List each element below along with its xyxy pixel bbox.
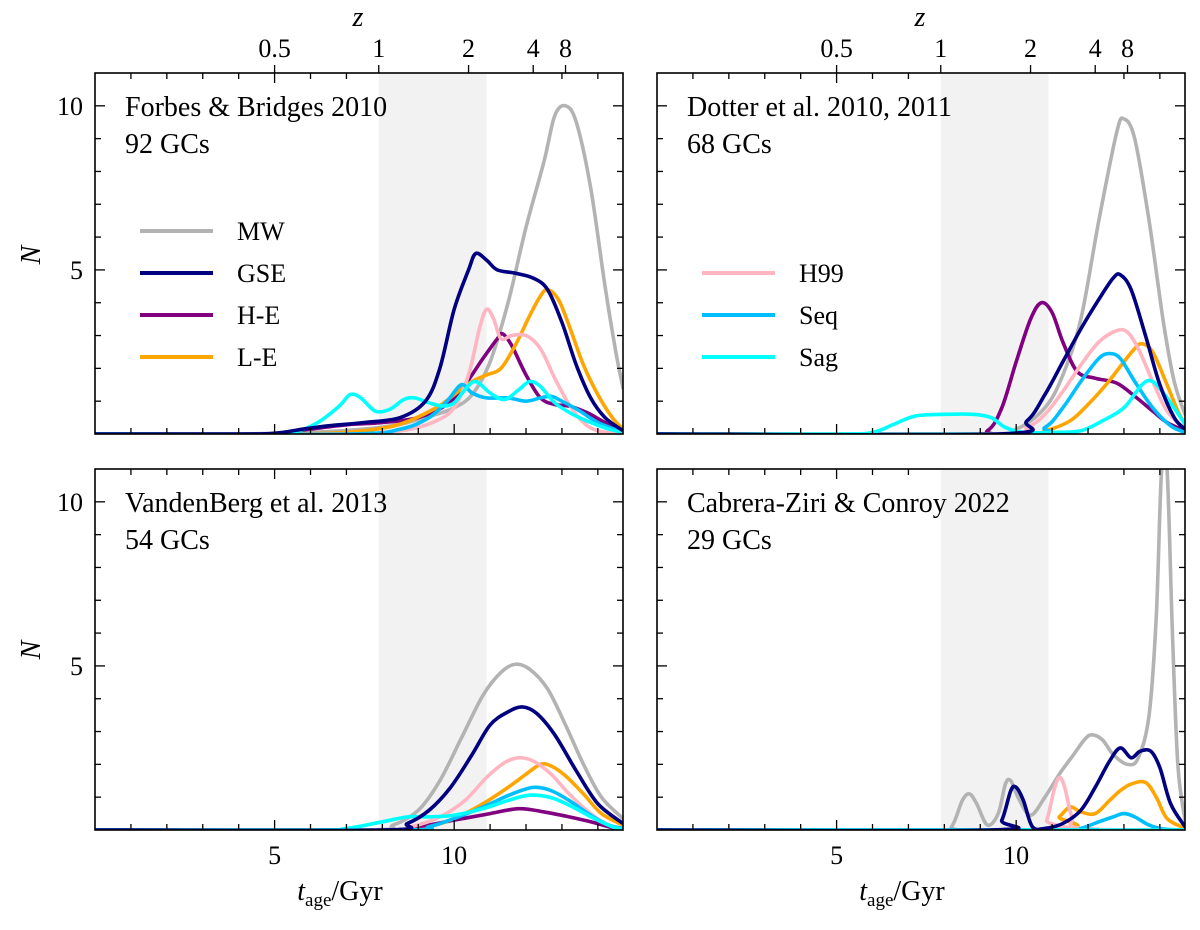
- panel-subtitle: 54 GCs: [125, 525, 210, 556]
- panel-1: 5 10 0.5 1 2 4 8 Forbes & Bridges 2010 92 GCs MW G…: [57, 34, 624, 435]
- curves: [95, 103, 623, 434]
- y-tick-label: 5: [70, 652, 83, 681]
- z-tick-label: 1: [934, 34, 947, 63]
- series-sag: [657, 378, 1185, 434]
- series-h-e: [95, 331, 623, 434]
- series-h99: [657, 775, 1185, 830]
- legend-label: Sag: [799, 343, 838, 372]
- series-gse: [95, 705, 623, 830]
- curves: [95, 662, 623, 830]
- panel-subtitle: 68 GCs: [687, 129, 772, 160]
- axes-frame: [656, 72, 1186, 435]
- y-axis-label-bottom: N: [16, 639, 47, 660]
- shaded-band: [940, 469, 1049, 830]
- series-mw: [95, 662, 623, 830]
- shaded-band: [378, 469, 487, 830]
- z-tick-label: 8: [559, 34, 572, 63]
- axes-frame: [656, 468, 1186, 831]
- legend-label: L-E: [237, 343, 277, 372]
- x-tick-label: 5: [268, 841, 281, 870]
- z-tick-label: 4: [1089, 34, 1102, 63]
- legend-label: GSE: [237, 259, 286, 288]
- legend-label: MW: [237, 217, 285, 246]
- series-seq: [95, 382, 623, 434]
- series-gse: [657, 272, 1185, 434]
- x-axis-label-left: tage/Gyr: [297, 876, 383, 911]
- x-tick-label: 5: [830, 841, 843, 870]
- panel-subtitle: 29 GCs: [687, 525, 772, 556]
- legend: MW GSE H-E L-E: [140, 217, 286, 372]
- z-tick-label: 0.5: [820, 34, 853, 63]
- axes-frame: [94, 72, 624, 435]
- z-tick-label: 2: [462, 34, 475, 63]
- series-mw: [95, 103, 623, 434]
- panel-subtitle: 92 GCs: [125, 129, 210, 160]
- y-tick-label: 5: [70, 256, 83, 285]
- panel-title: Cabrera-Ziri & Conroy 2022: [687, 488, 1010, 519]
- z-tick-label: 1: [372, 34, 385, 63]
- panel-title: VandenBerg et al. 2013: [125, 488, 387, 519]
- z-tick-label: 0.5: [258, 34, 291, 63]
- z-tick-label: 4: [527, 34, 540, 63]
- x-tick-label: 10: [1003, 841, 1029, 870]
- series-h99: [95, 307, 623, 434]
- z-tick-label: 8: [1121, 34, 1134, 63]
- top-axis-label-right: z: [914, 2, 926, 33]
- series-gse: [95, 251, 623, 434]
- x-tick-label: 10: [441, 841, 467, 870]
- legend-label: H99: [799, 259, 844, 288]
- top-axis-label-left: z: [352, 2, 364, 33]
- y-tick-label: 10: [57, 92, 83, 121]
- panel-title: Dotter et al. 2010, 2011: [687, 92, 952, 123]
- series-h-e: [95, 806, 623, 830]
- legend-label: H-E: [237, 301, 280, 330]
- panel-title: Forbes & Bridges 2010: [125, 92, 387, 123]
- series-l-e: [95, 287, 623, 434]
- axes-frame: [94, 468, 624, 831]
- series-seq: [657, 811, 1185, 830]
- shaded-band: [940, 73, 1049, 434]
- panel-4: 5 10 Cabrera-Ziri & Conroy 2022 29 GCs: [656, 468, 1186, 870]
- y-tick-label: 10: [57, 488, 83, 517]
- x-axis-label-right: tage/Gyr: [859, 876, 945, 911]
- series-l-e: [657, 779, 1185, 830]
- series-seq: [657, 351, 1185, 434]
- legend: H99 Seq Sag: [702, 259, 844, 372]
- z-tick-label: 2: [1024, 34, 1037, 63]
- panel-2: 0.5 1 2 4 8 Dotter et al. 2010, 2011 68 GCs H99…: [656, 34, 1186, 435]
- y-axis-label-top: N: [16, 244, 47, 265]
- curves: [657, 116, 1185, 434]
- series-h99: [95, 755, 623, 830]
- series-gse: [657, 746, 1185, 830]
- series-sag: [95, 379, 623, 434]
- panel-3: 5 10 5 10 VandenBerg et al. 2013 54 GCs: [57, 468, 624, 870]
- legend-label: Seq: [799, 301, 838, 330]
- series-seq: [95, 785, 623, 830]
